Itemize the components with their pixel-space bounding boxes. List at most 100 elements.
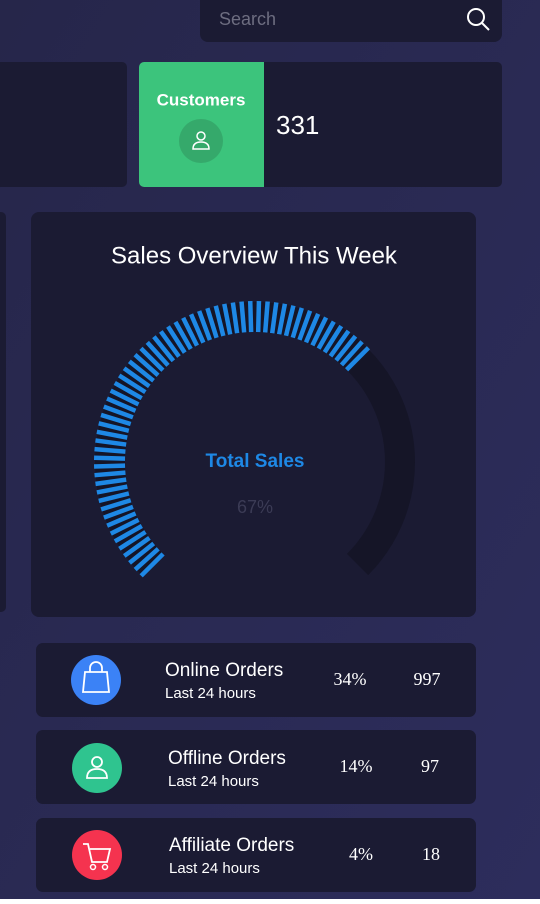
user-icon-body [86,768,108,779]
gauge-tick [109,388,140,407]
gauge-tick [100,498,132,512]
gauge-tick [103,404,134,420]
order-subtitle: Last 24 hours [169,860,260,877]
gauge-tick [290,307,304,339]
search-box[interactable]: Search [200,0,502,42]
gauge-tick [127,359,155,383]
order-percent: 14% [340,756,373,776]
gauge-tick [283,305,296,337]
gauge-tick [339,340,364,367]
cart-icon [83,843,112,863]
gauge-tick [262,301,270,333]
gauge-tick [213,305,226,337]
search-icon[interactable] [467,8,485,26]
gauge-tick [328,329,351,358]
gauge-tick [106,396,137,413]
order-subtitle: Last 24 hours [165,685,256,702]
gauge-tick [239,301,247,333]
gauge-tick [310,316,329,347]
search-field[interactable] [200,0,502,42]
gauge-tick [94,446,126,454]
order-title: Affiliate Orders [169,835,294,856]
gauge-tick [188,313,206,344]
row-bg [36,730,476,804]
gauge-tick [133,353,160,378]
gauge-tick [103,504,134,520]
gauge-tick [113,524,143,544]
gauge-tick [345,346,371,372]
gauge-tick [133,547,160,572]
gauge-title: Total Sales [206,451,305,472]
gauge-tick [316,320,336,350]
gauge-tick [96,484,128,495]
bag-icon [82,661,110,693]
gauge-tick [269,302,279,334]
order-title: Online Orders [165,660,283,681]
gauge-tick [118,530,147,551]
gauge-tick [166,325,187,354]
gauge-tick [139,552,165,578]
order-icon-bg [72,830,122,880]
gauge-tick [303,313,321,344]
order-count: 997 [414,669,441,689]
gauge-tick [106,511,137,528]
order-count: 97 [421,756,439,776]
gauge-tick [122,536,151,558]
order-count: 18 [422,844,440,864]
customers-label: Customers [157,90,246,109]
gauge-tick [95,438,127,447]
gauge-tick [222,303,233,335]
gauge-tick [98,491,130,504]
cart-wheel [89,863,97,871]
gauge-tick [181,316,200,347]
cart-wheel [101,863,109,871]
order-percent: 4% [349,844,373,864]
gauge-tick [334,334,358,362]
sales-card [31,212,476,617]
gauge-tick [230,302,240,334]
gauge-tick [93,455,126,461]
gauge-tick [98,421,130,433]
side-card [0,212,6,612]
stat-card [0,62,127,187]
gauge-tick [118,373,147,395]
gauge-tick [297,309,313,341]
order-row: Online Orders Last 24 hours 34% 997 [36,643,476,717]
gauge-fill [93,300,371,578]
gauge-tick [96,429,128,440]
gauge-tick [94,470,126,478]
customers-icon-bg [179,119,223,163]
gauge-tick [247,301,254,333]
gauge-tick [322,324,344,354]
order-icon-bg [72,743,122,793]
gauge-tick [113,381,143,401]
customers-icon-body [192,141,210,150]
order-row: Affiliate Orders Last 24 hours 4% 18 [36,818,476,892]
customers-icon [196,131,206,141]
user-icon [91,756,103,768]
order-row: Offline Orders Last 24 hours 14% 97 [36,730,476,804]
gauge-tick [255,300,262,333]
gauge-tick [152,335,176,363]
customers-count: 331 [276,110,319,140]
gauge-tick [93,463,126,469]
order-subtitle: Last 24 hours [168,773,259,790]
row-bg [36,818,476,892]
order-title: Offline Orders [168,748,286,769]
row-bg [36,643,476,717]
gauge-track [95,302,415,576]
search-icon-handle [481,22,490,31]
gauge-tick [95,477,127,487]
gauge-tick [158,330,181,358]
order-percent: 34% [334,669,367,689]
gauge-tick [139,346,165,372]
gauge-value: 67% [237,497,273,517]
gauge-tick [128,541,156,565]
gauge-tick [145,340,170,367]
gauge-tick [173,320,193,351]
gauge-tick [276,303,288,335]
gauge-tick [205,307,219,339]
gauge-tick [197,310,213,341]
